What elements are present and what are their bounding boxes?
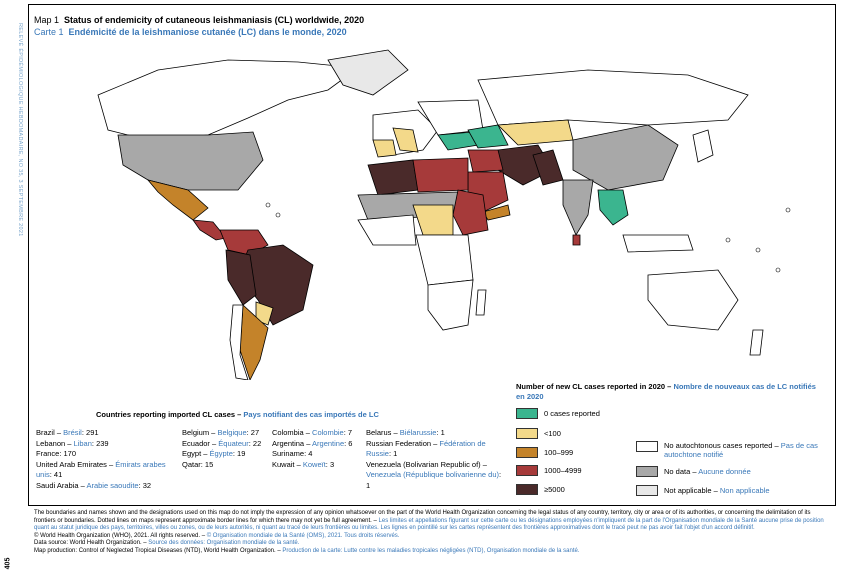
title-fr-prefix: Carte 1 xyxy=(34,27,64,37)
disclaimer: The boundaries and names shown and the d… xyxy=(34,510,824,531)
imported-entry: Suriname: 4 xyxy=(272,449,313,458)
title-en-prefix: Map 1 xyxy=(34,15,60,25)
legend-label: Not applicable – Non applicable xyxy=(664,486,770,495)
region-madagascar xyxy=(475,289,487,316)
legend-item-0-cases: 0 cases reported xyxy=(516,408,600,419)
imported-col-2: Belgium – Belgique: 27 Ecuador – Équateur… xyxy=(182,428,278,470)
legend-item-not-applicable: Not applicable – Non applicable xyxy=(636,485,770,496)
legend-swatch xyxy=(636,485,658,496)
region-algeria-morocco xyxy=(367,159,419,196)
imported-entry: Colombia – Colombie: 7 xyxy=(272,428,353,437)
imported-entry: Russian Federation – Fédération de Russi… xyxy=(366,438,486,459)
region-central-america xyxy=(192,219,227,241)
legend-swatch xyxy=(516,408,538,419)
map-production: Map production: Control of Neglected Tro… xyxy=(34,547,580,554)
region-paraguay xyxy=(255,301,274,326)
legend-label: 1000–4999 xyxy=(544,466,582,475)
map-frame xyxy=(28,4,836,506)
region-canada xyxy=(97,59,360,141)
region-usa xyxy=(117,131,264,191)
legend-swatch xyxy=(516,484,538,495)
imported-col-1: Brazil – Brésil: 291 Lebanon – Liban: 239… xyxy=(36,428,176,491)
region-sri-lanka xyxy=(572,234,581,246)
world-map xyxy=(97,49,791,380)
imported-entry: United Arab Emirates – Émirats arabes un… xyxy=(36,459,166,480)
region-spain xyxy=(372,139,397,158)
map-title: Map 1 Status of endemicity of cutaneous … xyxy=(34,14,364,38)
imported-entry: Ecuador – Équateur: 22 xyxy=(182,438,262,448)
map-footer: The boundaries and names shown and the d… xyxy=(34,510,824,555)
island-dot xyxy=(785,207,791,213)
imported-entry: Qatar: 15 xyxy=(182,459,214,469)
legend-label: 100–999 xyxy=(544,448,574,457)
region-syria-iraq xyxy=(467,149,504,173)
legend-label: ≥5000 xyxy=(544,485,565,494)
imported-col-3: Colombia – Colombie: 7 Argentina – Argent… xyxy=(272,428,368,470)
legend-swatch xyxy=(636,441,658,452)
region-india xyxy=(562,179,594,236)
legend-label: No autochtonous cases reported – Pas de … xyxy=(664,441,818,459)
region-china xyxy=(572,124,679,191)
legend-swatch xyxy=(516,465,538,476)
island-dot xyxy=(725,237,731,243)
side-journal-label: RELEVÉ ÉPIDÉMIOLOGIQUE HEBDOMADAIRE, NO … xyxy=(17,23,23,237)
imported-entry: Lebanon – Liban: 239 xyxy=(36,438,109,448)
data-source: Data source: World Health Organization. … xyxy=(34,540,300,546)
island-dot xyxy=(775,267,781,273)
region-central-africa xyxy=(415,234,474,286)
legend-title: Number of new CL cases reported in 2020 … xyxy=(516,382,816,402)
legend-swatch xyxy=(516,428,538,439)
region-west-africa xyxy=(357,214,417,246)
legend-item-100-999: 100–999 xyxy=(516,447,573,458)
region-russia xyxy=(477,69,749,126)
imported-entry: Egypt – Égypte: 19 xyxy=(182,449,246,458)
page-number: 405 xyxy=(4,557,12,570)
imported-title: Countries reporting imported CL cases – … xyxy=(96,410,379,419)
region-sudan-ethiopia xyxy=(452,189,489,236)
copyright: © World Health Organization (WHO), 2021.… xyxy=(34,532,400,539)
legend-label: No data – Aucune donnée xyxy=(664,467,751,476)
region-chile xyxy=(229,304,249,380)
legend-item-lt100: <100 xyxy=(516,428,561,439)
region-australia xyxy=(647,269,739,331)
legend-item-1000-4999: 1000–4999 xyxy=(516,465,582,476)
island-dot xyxy=(275,212,281,218)
island-dot xyxy=(265,202,271,208)
legend-swatch xyxy=(636,466,658,477)
island-dot xyxy=(755,247,761,253)
legend-item-gte5000: ≥5000 xyxy=(516,484,565,495)
legend-title-fr: Nombre de nouveaux cas de LC notifiés en… xyxy=(516,382,816,401)
imported-entry: Belarus – Biélarussie: 1 xyxy=(366,428,445,437)
region-chad-niger xyxy=(412,204,454,236)
legend-title-en: Number of new CL cases reported in 2020 … xyxy=(516,382,672,391)
imported-entry: Saudi Arabia – Arabie saoudite: 32 xyxy=(36,480,152,490)
map-legend: Number of new CL cases reported in 2020 … xyxy=(516,382,816,402)
legend-item-no-data: No data – Aucune donnée xyxy=(636,466,751,477)
region-indonesia xyxy=(622,234,694,253)
title-en: Status of endemicity of cutaneous leishm… xyxy=(64,15,365,25)
imported-entry: Brazil – Brésil: 291 xyxy=(36,428,99,437)
legend-label: <100 xyxy=(544,429,561,438)
region-japan xyxy=(692,129,714,163)
region-central-asia xyxy=(467,124,509,149)
imported-entry: Kuwait – Koweït: 3 xyxy=(272,459,335,469)
imported-entry: Venezuela (Bolivarian Republic of) – Ven… xyxy=(366,459,502,490)
region-libya-egypt xyxy=(412,157,469,193)
region-new-zealand xyxy=(749,329,764,356)
imported-col-4: Belarus – Biélarussie: 1 Russian Federati… xyxy=(366,428,506,491)
region-pakistan xyxy=(532,149,564,186)
legend-swatch xyxy=(516,447,538,458)
region-italy-france xyxy=(392,127,419,153)
imported-entry: Belgium – Belgique: 27 xyxy=(182,428,260,437)
imported-entry: France: 170 xyxy=(36,449,77,458)
legend-item-no-autochthonous: No autochtonous cases reported – Pas de … xyxy=(636,441,826,459)
title-fr: Endémicité de la leishmaniose cutanée (L… xyxy=(68,27,347,37)
region-greenland xyxy=(327,49,409,96)
region-southern-africa xyxy=(427,279,474,331)
legend-label: 0 cases reported xyxy=(544,409,600,418)
imported-entry: Argentina – Argentine: 6 xyxy=(272,438,353,448)
region-peru-bolivia xyxy=(225,249,257,306)
region-southeast-asia xyxy=(597,189,629,226)
